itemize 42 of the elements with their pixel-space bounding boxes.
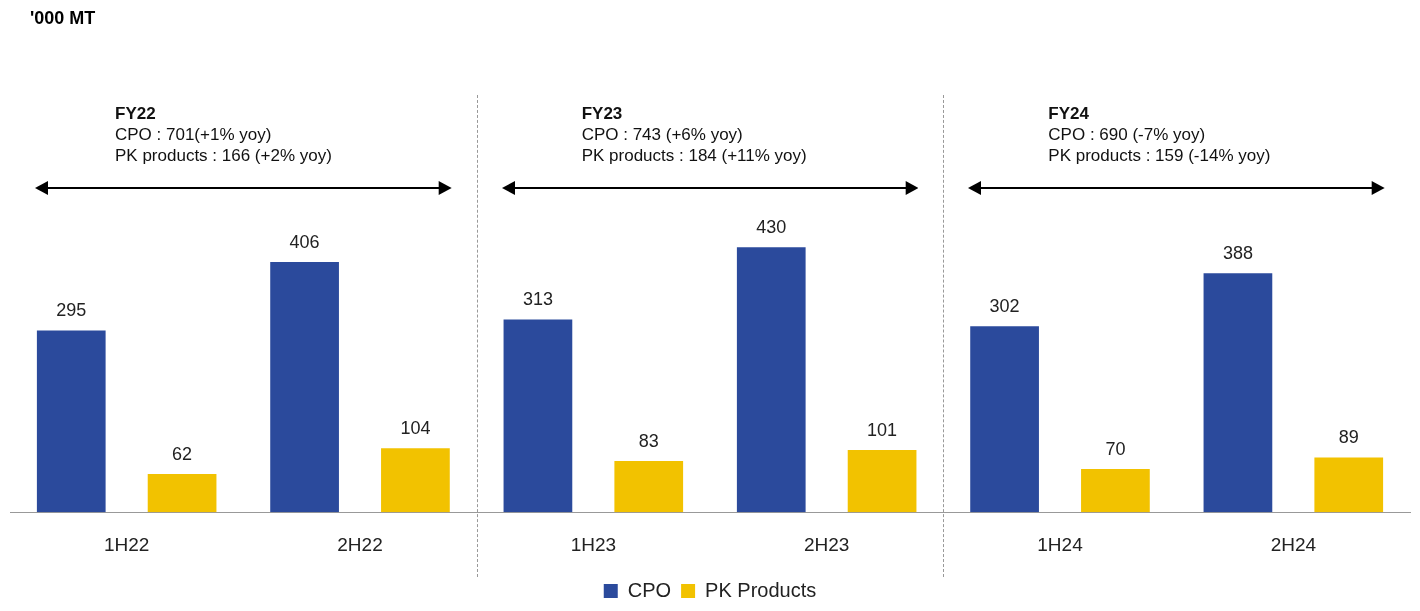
data-label: 83 (638, 431, 659, 452)
text: CPO : 743 (+6% yoy) (581, 124, 744, 145)
x-tick-label: 1H23 (570, 533, 617, 555)
data-label: 302 (989, 296, 1020, 317)
chart-title: '000 MT (30, 8, 96, 29)
x-tick-label: 2H22 (337, 533, 383, 555)
text: FY22 (115, 104, 156, 123)
bar (270, 262, 339, 513)
data-label: 313 (522, 289, 553, 310)
bar (614, 461, 684, 513)
data-label: 430 (756, 217, 787, 238)
text: CPO : 690 (-7% yoy) (1048, 124, 1207, 145)
bar (1314, 457, 1384, 513)
data-label: 70 (1105, 439, 1126, 460)
bar (36, 330, 106, 513)
bar (1081, 469, 1150, 513)
data-label: 295 (56, 300, 87, 321)
legend-label: CPO (627, 578, 672, 601)
text: FY23 (581, 104, 623, 123)
x-tick-label: 2H23 (803, 533, 850, 555)
text: PK products : 159 (-14% yoy) (1048, 145, 1271, 166)
bar (970, 326, 1039, 513)
bar (147, 474, 217, 513)
text: PK products : 184 (+11% yoy) (581, 145, 807, 166)
legend-label: PK Products (705, 578, 817, 601)
bar (1203, 273, 1273, 513)
x-tick-label: 1H22 (103, 533, 150, 555)
data-label: 62 (172, 443, 193, 464)
data-label: 406 (289, 232, 320, 253)
text: FY24 (1048, 104, 1089, 123)
bar (503, 319, 573, 513)
data-label: 101 (867, 419, 898, 440)
x-tick-label: 2H24 (1270, 533, 1317, 555)
x-tick-label: 1H24 (1037, 533, 1084, 555)
data-label: 89 (1338, 427, 1359, 448)
text: PK products : 166 (+2% yoy) (115, 145, 332, 166)
bar (736, 247, 806, 513)
text: CPO : 701(+1% yoy) (115, 124, 273, 145)
data-label: 104 (400, 418, 431, 439)
data-label: 388 (1222, 243, 1253, 264)
bar (381, 448, 450, 513)
bar (847, 449, 917, 513)
